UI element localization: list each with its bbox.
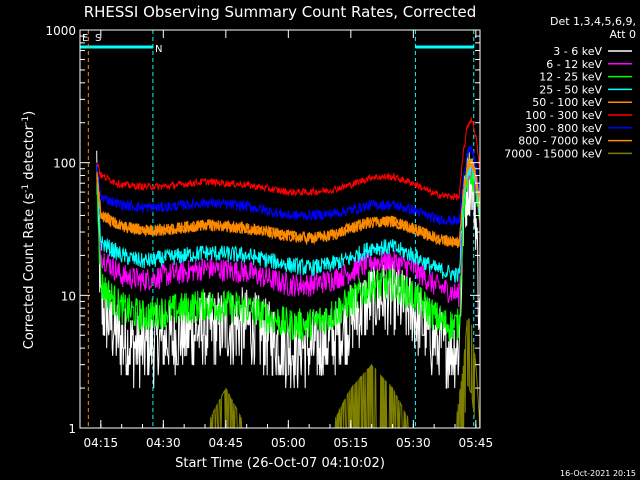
y-tick-label-2: 100: [53, 157, 76, 171]
legend-label-2: 12 - 25 keV: [539, 71, 602, 84]
x-tick-label-0: 04:15: [84, 436, 119, 450]
x-axis-ticks: 04:15 04:30 04:45 05:00 05:15 05:30 05:45: [79, 30, 494, 450]
y-tick-label-3: 1000: [45, 24, 76, 38]
plot-frame: [79, 29, 481, 429]
x-tick-label-3: 05:00: [271, 436, 306, 450]
series-line-0: [96, 150, 481, 389]
legend-label-6: 300 - 800 keV: [525, 122, 602, 135]
flag-n: N: [155, 44, 162, 55]
y-axis-label: Corrected Count Rate (s-1 detector-1): [21, 111, 37, 349]
series-line-7: [96, 158, 481, 249]
x-tick-label-5: 05:30: [396, 436, 431, 450]
y-axis-ticks: 1 10 100 1000: [45, 24, 480, 436]
plot-area: E S N: [80, 30, 481, 429]
legend-label-0: 3 - 6 keV: [553, 45, 602, 58]
x-axis-label: Start Time (26-Oct-07 04:10:02): [175, 456, 385, 471]
legend-header-line-1: Det 1,3,4,5,6,9,: [550, 15, 636, 28]
flag-s: S: [95, 33, 101, 44]
legend-label-1: 6 - 12 keV: [546, 58, 602, 71]
x-tick-label-1: 04:30: [146, 436, 181, 450]
y-tick-label-1: 10: [61, 289, 76, 303]
timestamp-stamp: 16-Oct-2021 20:15: [560, 469, 636, 478]
chart-title: RHESSI Observing Summary Count Rates, Co…: [84, 3, 477, 21]
legend-label-3: 25 - 50 keV: [539, 83, 602, 96]
x-tick-label-2: 04:45: [209, 436, 244, 450]
legend-header-line-2: Att 0: [610, 28, 636, 41]
series-line-2: [96, 157, 481, 341]
legend-label-5: 100 - 300 keV: [525, 109, 602, 122]
legend-label-4: 50 - 100 keV: [532, 96, 602, 109]
legend-label-7: 800 - 7000 keV: [518, 135, 602, 148]
series-line-1: [96, 159, 481, 307]
legend-label-8: 7000 - 15000 keV: [504, 147, 602, 160]
x-tick-label-4: 05:15: [334, 436, 369, 450]
y-tick-label-0: 1: [68, 422, 76, 436]
series-line-6: [96, 145, 481, 226]
series-line-5: [96, 117, 480, 201]
x-tick-label-6: 05:45: [459, 436, 494, 450]
flag-e: E: [82, 33, 88, 44]
series-line-3: [96, 159, 481, 283]
